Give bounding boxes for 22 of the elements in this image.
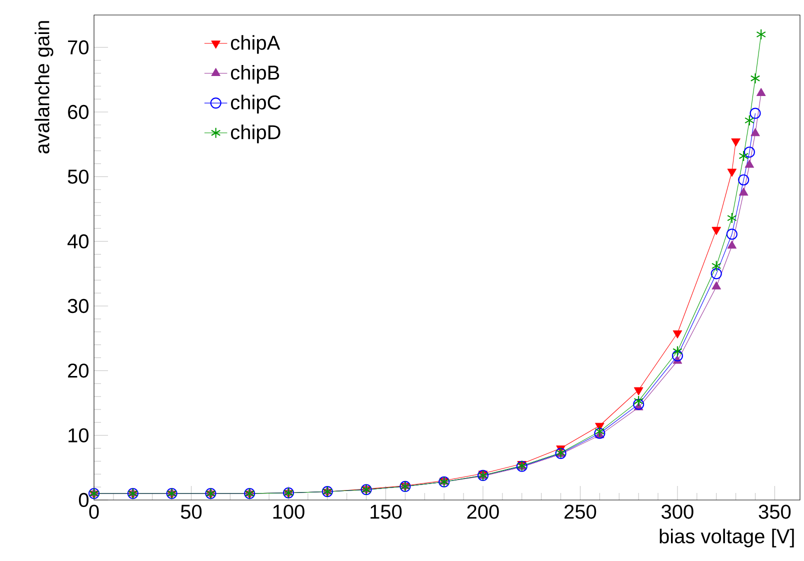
- x-tick-label: 150: [370, 504, 402, 519]
- y-tick-label: 30: [68, 298, 88, 314]
- legend-label: chipB: [230, 64, 280, 84]
- y-tick-label: 40: [68, 234, 88, 248]
- x-tick-label: 0: [89, 504, 99, 519]
- x-tick-label: 50: [180, 504, 202, 519]
- y-tick-label: 70: [68, 40, 88, 54]
- legend-label: chipA: [230, 35, 280, 54]
- legend-label: chipC: [230, 94, 280, 114]
- x-tick-label: 300: [662, 504, 694, 519]
- y-tick-label: 0: [78, 492, 89, 508]
- x-tick-label: 350: [758, 504, 791, 519]
- y-axis-title: avalanche gain: [34, 21, 54, 154]
- x-tick-label: 100: [273, 504, 304, 519]
- y-tick-label: 50: [68, 170, 88, 184]
- x-tick-label: 200: [467, 504, 499, 519]
- legend-label: chipD: [230, 124, 280, 144]
- y-tick-label: 10: [68, 428, 88, 442]
- x-tick-label: 250: [564, 504, 596, 519]
- y-tick-label: 20: [68, 364, 88, 378]
- x-axis-title: bias voltage [V]: [660, 528, 794, 548]
- y-tick-label: 60: [68, 104, 88, 120]
